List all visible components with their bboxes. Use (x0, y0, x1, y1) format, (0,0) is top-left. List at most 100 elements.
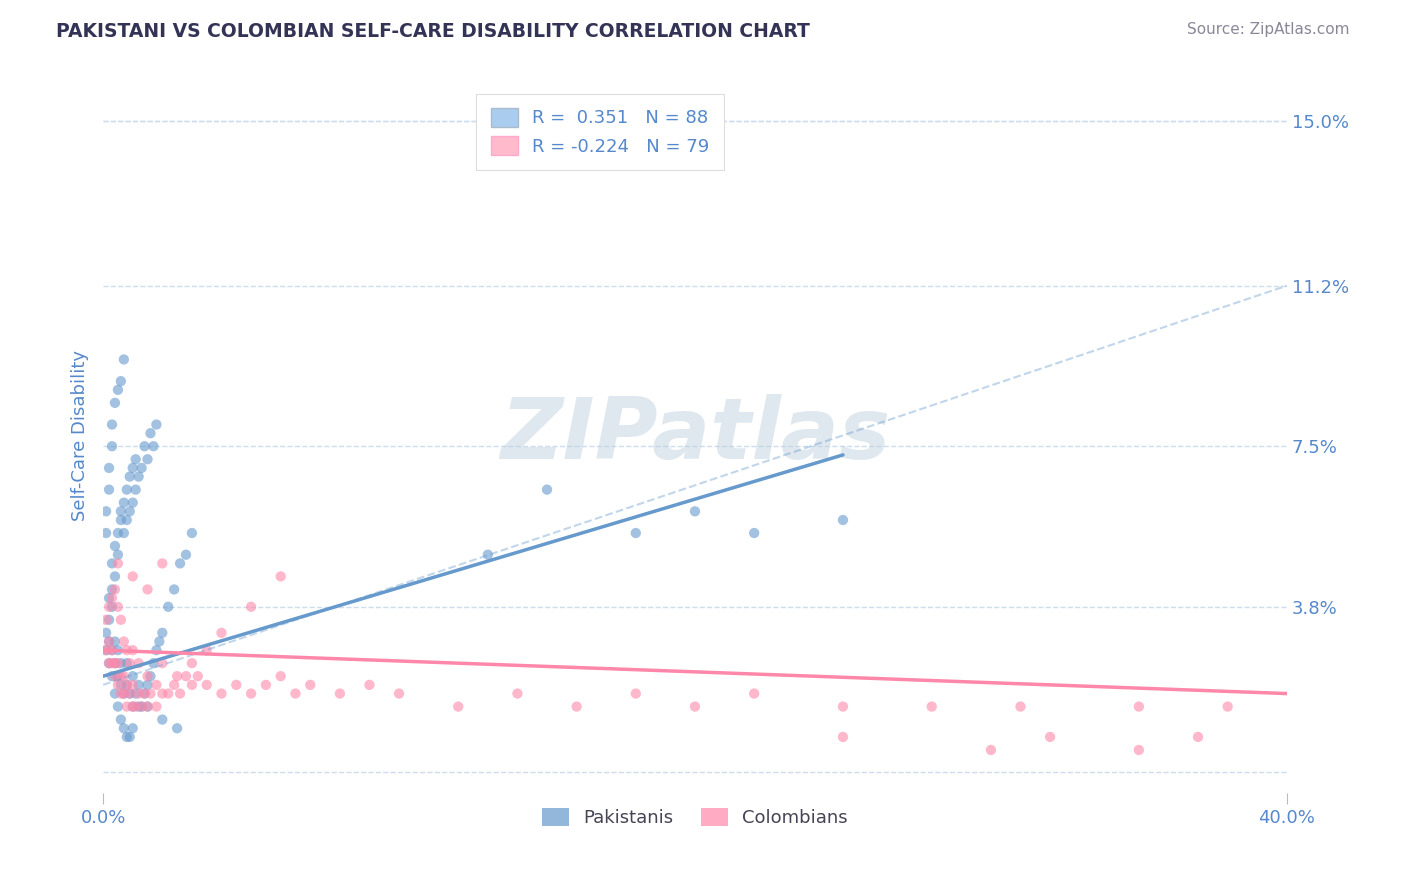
Point (118, 504, 141, 518)
Point (107, 557, 129, 571)
Point (115, 699, 138, 714)
Point (150, 625, 173, 640)
Point (104, 687, 127, 701)
Point (110, 713, 132, 727)
Point (1216, 699, 1239, 714)
Point (136, 452, 159, 467)
Point (166, 669, 188, 683)
Point (150, 557, 173, 571)
Point (131, 699, 153, 714)
Legend: Pakistanis, Colombians: Pakistanis, Colombians (534, 801, 855, 834)
Point (624, 526, 647, 541)
Point (187, 669, 209, 683)
Point (121, 461, 143, 475)
Point (107, 599, 129, 614)
Point (101, 582, 124, 597)
Point (104, 656, 127, 670)
Point (163, 582, 186, 597)
Point (121, 569, 143, 583)
Point (683, 504, 706, 518)
Point (142, 656, 165, 670)
Point (624, 687, 647, 701)
Point (125, 699, 148, 714)
Point (150, 713, 173, 727)
Point (125, 452, 148, 467)
Point (225, 678, 247, 692)
Point (98, 591, 121, 606)
Point (101, 417, 124, 432)
Point (134, 687, 156, 701)
Point (112, 496, 135, 510)
Point (121, 669, 143, 683)
Text: Source: ZipAtlas.com: Source: ZipAtlas.com (1187, 22, 1350, 37)
Point (131, 461, 153, 475)
Point (128, 699, 150, 714)
Point (195, 678, 218, 692)
Point (131, 699, 153, 714)
Point (921, 699, 943, 714)
Point (150, 656, 173, 670)
Point (832, 513, 855, 527)
Point (101, 656, 124, 670)
Point (110, 613, 132, 627)
Point (145, 678, 167, 692)
Point (112, 687, 135, 701)
Point (121, 721, 143, 735)
Point (104, 539, 127, 553)
Point (121, 496, 143, 510)
Point (148, 634, 170, 648)
Point (98, 634, 121, 648)
Point (118, 469, 141, 483)
Point (98, 599, 121, 614)
Point (94, 504, 117, 518)
Point (98, 483, 121, 497)
Point (121, 699, 143, 714)
Point (1187, 730, 1209, 744)
Point (125, 483, 148, 497)
Point (832, 730, 855, 744)
Point (94, 643, 117, 657)
Point (1128, 743, 1150, 757)
Point (211, 625, 233, 640)
Y-axis label: Self-Care Disability: Self-Care Disability (72, 350, 89, 521)
Point (115, 730, 138, 744)
Point (388, 687, 411, 701)
Point (157, 599, 180, 614)
Point (112, 526, 135, 541)
Point (125, 687, 148, 701)
Point (195, 643, 218, 657)
Point (104, 582, 127, 597)
Point (240, 687, 263, 701)
Point (118, 656, 141, 670)
Text: ZIPatlas: ZIPatlas (501, 394, 890, 477)
Point (139, 426, 162, 441)
Point (110, 656, 132, 670)
Point (128, 678, 150, 692)
Point (270, 669, 292, 683)
Point (98, 613, 121, 627)
Point (447, 699, 470, 714)
Point (270, 569, 292, 583)
Point (98, 656, 121, 670)
Point (94, 643, 117, 657)
Point (136, 678, 159, 692)
Point (477, 548, 499, 562)
Point (180, 656, 202, 670)
Point (136, 699, 159, 714)
Point (742, 526, 765, 541)
Point (115, 643, 138, 657)
Point (104, 396, 127, 410)
Point (134, 687, 156, 701)
Point (107, 656, 129, 670)
Point (742, 687, 765, 701)
Point (98, 656, 121, 670)
Point (101, 643, 124, 657)
Text: PAKISTANI VS COLOMBIAN SELF-CARE DISABILITY CORRELATION CHART: PAKISTANI VS COLOMBIAN SELF-CARE DISABIL… (56, 22, 810, 41)
Point (359, 678, 381, 692)
Point (101, 439, 124, 453)
Point (174, 669, 197, 683)
Point (104, 569, 127, 583)
Point (121, 678, 143, 692)
Point (112, 721, 135, 735)
Point (104, 669, 127, 683)
